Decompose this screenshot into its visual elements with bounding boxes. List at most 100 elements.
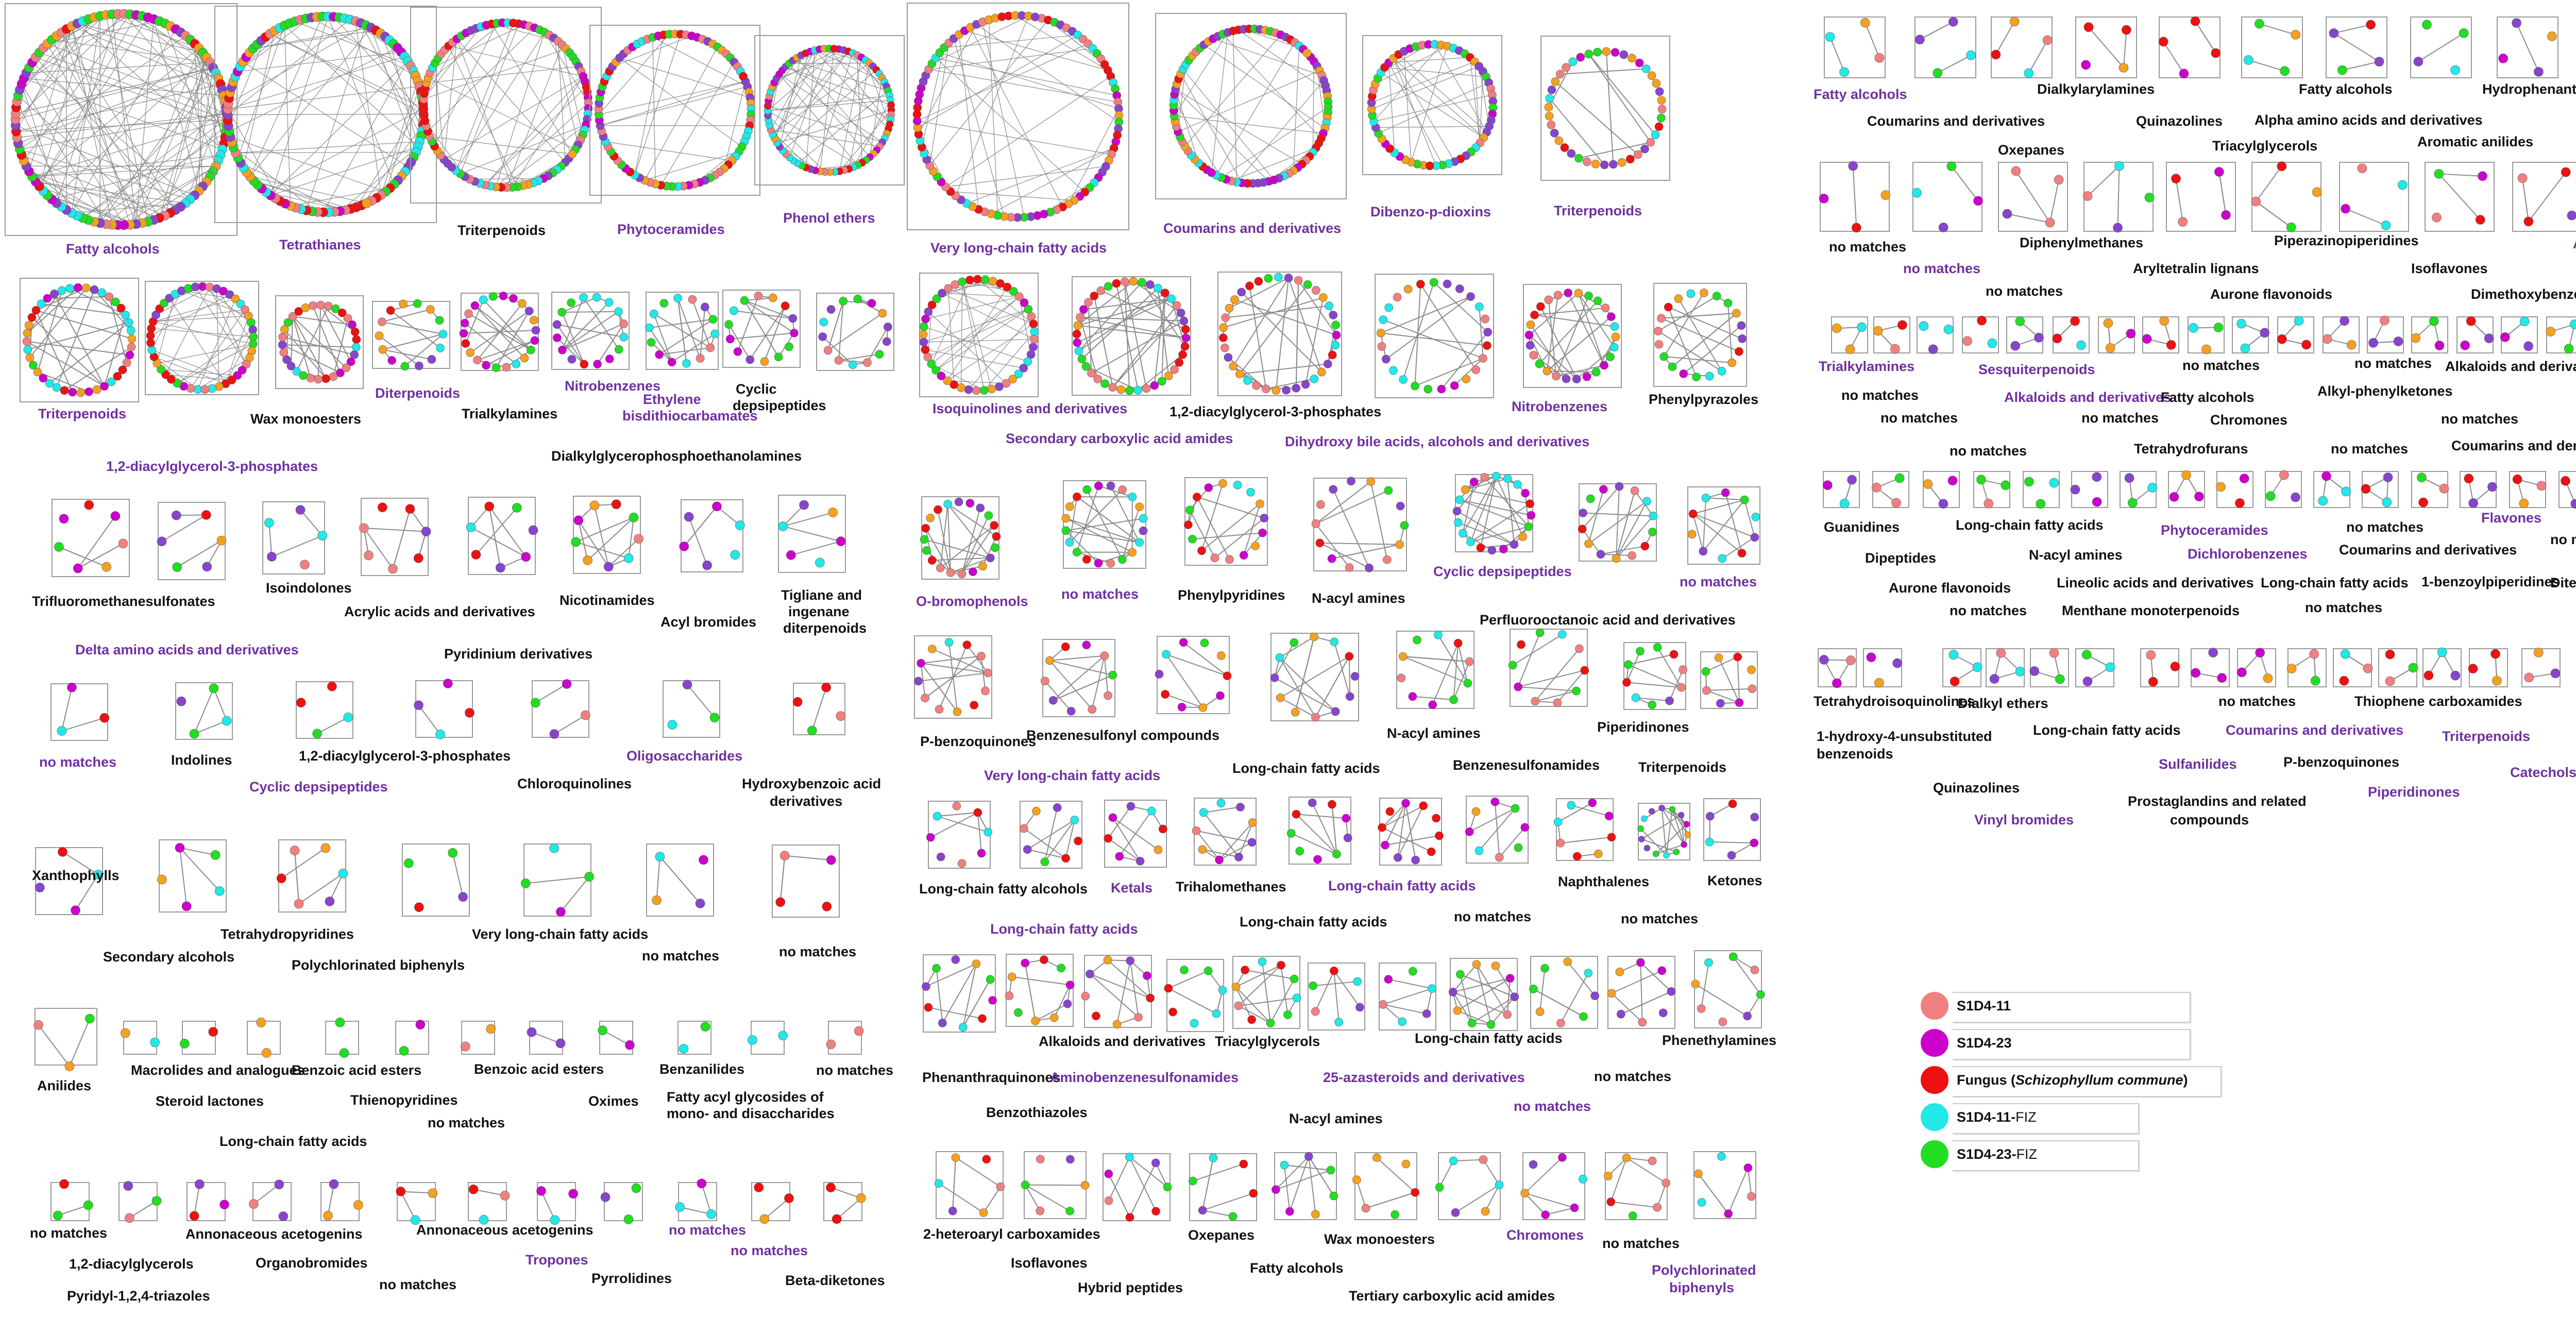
node bbox=[1748, 684, 1757, 693]
edge bbox=[1091, 655, 1105, 710]
edge bbox=[382, 321, 444, 335]
edge bbox=[253, 1184, 280, 1205]
edge bbox=[774, 48, 839, 83]
node bbox=[301, 303, 310, 312]
node bbox=[2339, 676, 2349, 686]
node bbox=[35, 883, 45, 892]
network-cluster bbox=[2410, 16, 2472, 78]
edge bbox=[455, 32, 545, 171]
network-cluster bbox=[1962, 315, 1999, 353]
legend-swatch bbox=[1921, 1066, 1948, 1094]
node bbox=[524, 307, 534, 315]
edge bbox=[39, 186, 137, 225]
network-cluster bbox=[531, 679, 590, 739]
cluster-label: Tertiary carboxylic acid amides bbox=[1349, 1288, 1555, 1304]
node bbox=[521, 552, 531, 562]
cluster-label: 1,2-diacylglycerol-3-phosphates bbox=[106, 459, 318, 474]
network-cluster bbox=[1378, 798, 1444, 866]
node bbox=[826, 855, 836, 865]
node bbox=[1345, 652, 1354, 661]
node bbox=[1198, 845, 1207, 854]
node bbox=[1133, 385, 1143, 395]
node bbox=[1221, 313, 1230, 322]
edge bbox=[1582, 486, 1620, 530]
node bbox=[778, 521, 788, 531]
edges bbox=[2088, 26, 2127, 69]
node bbox=[1989, 674, 1999, 684]
edge bbox=[1168, 970, 1209, 989]
edge bbox=[1315, 489, 1389, 525]
node bbox=[1483, 341, 1492, 350]
cluster-label: Cyclic bbox=[736, 381, 777, 397]
network-cluster bbox=[1155, 636, 1232, 714]
node bbox=[378, 345, 387, 354]
node bbox=[460, 318, 469, 328]
edge bbox=[827, 301, 844, 351]
network-cluster bbox=[275, 295, 364, 389]
node bbox=[1185, 505, 1194, 515]
node bbox=[2076, 340, 2086, 350]
edge bbox=[867, 326, 889, 363]
edge bbox=[1295, 636, 1315, 713]
edge bbox=[29, 288, 87, 358]
edge bbox=[1065, 820, 1075, 859]
node bbox=[2280, 66, 2290, 76]
node bbox=[1750, 813, 1759, 822]
node bbox=[1984, 498, 1994, 509]
node bbox=[279, 348, 289, 357]
node bbox=[611, 499, 621, 510]
node bbox=[1252, 381, 1261, 390]
node bbox=[181, 901, 192, 911]
node bbox=[208, 384, 217, 393]
node bbox=[1735, 698, 1744, 707]
cluster-label: Fatty alcohols bbox=[1814, 87, 1907, 102]
edge bbox=[2259, 23, 2296, 36]
node bbox=[1323, 360, 1332, 368]
node bbox=[932, 964, 941, 973]
edges bbox=[526, 876, 590, 913]
cluster-label: Fatty alcohols bbox=[2161, 390, 2255, 405]
node bbox=[1642, 497, 1651, 506]
edge bbox=[216, 288, 253, 344]
cluster-frame bbox=[2339, 162, 2409, 232]
node bbox=[1691, 980, 1700, 989]
node bbox=[1553, 698, 1562, 707]
node bbox=[1260, 514, 1269, 522]
edge bbox=[1319, 542, 1400, 545]
node bbox=[111, 297, 120, 307]
edge bbox=[1534, 648, 1580, 702]
node bbox=[122, 358, 131, 367]
cluster-label: Trialkylamines bbox=[462, 406, 558, 421]
node bbox=[1009, 287, 1018, 296]
edge bbox=[1222, 33, 1321, 139]
edge bbox=[942, 293, 1020, 297]
node bbox=[1750, 838, 1759, 848]
node bbox=[377, 502, 387, 513]
node bbox=[1479, 1155, 1488, 1164]
edge bbox=[1664, 356, 1732, 363]
edge bbox=[1626, 682, 1682, 688]
edge bbox=[36, 310, 132, 340]
edge bbox=[925, 528, 952, 573]
legend-box bbox=[1953, 1140, 2139, 1171]
edge bbox=[483, 299, 532, 350]
cluster-label: Triacylglycerols bbox=[2212, 138, 2318, 154]
edge bbox=[1098, 551, 1132, 564]
node bbox=[2214, 167, 2224, 177]
node bbox=[1396, 501, 1405, 511]
node bbox=[2475, 215, 2485, 225]
edge bbox=[1173, 99, 1222, 178]
node bbox=[1832, 323, 1842, 333]
node bbox=[1677, 812, 1685, 819]
node bbox=[875, 350, 884, 359]
node bbox=[1535, 360, 1544, 368]
node bbox=[2413, 57, 2424, 66]
node bbox=[1648, 808, 1655, 815]
node bbox=[64, 1061, 75, 1071]
edge bbox=[1483, 1159, 1500, 1186]
edge bbox=[1053, 674, 1113, 701]
node bbox=[1520, 1189, 1529, 1197]
node bbox=[2519, 316, 2530, 327]
edge bbox=[434, 63, 445, 160]
node bbox=[400, 362, 410, 371]
